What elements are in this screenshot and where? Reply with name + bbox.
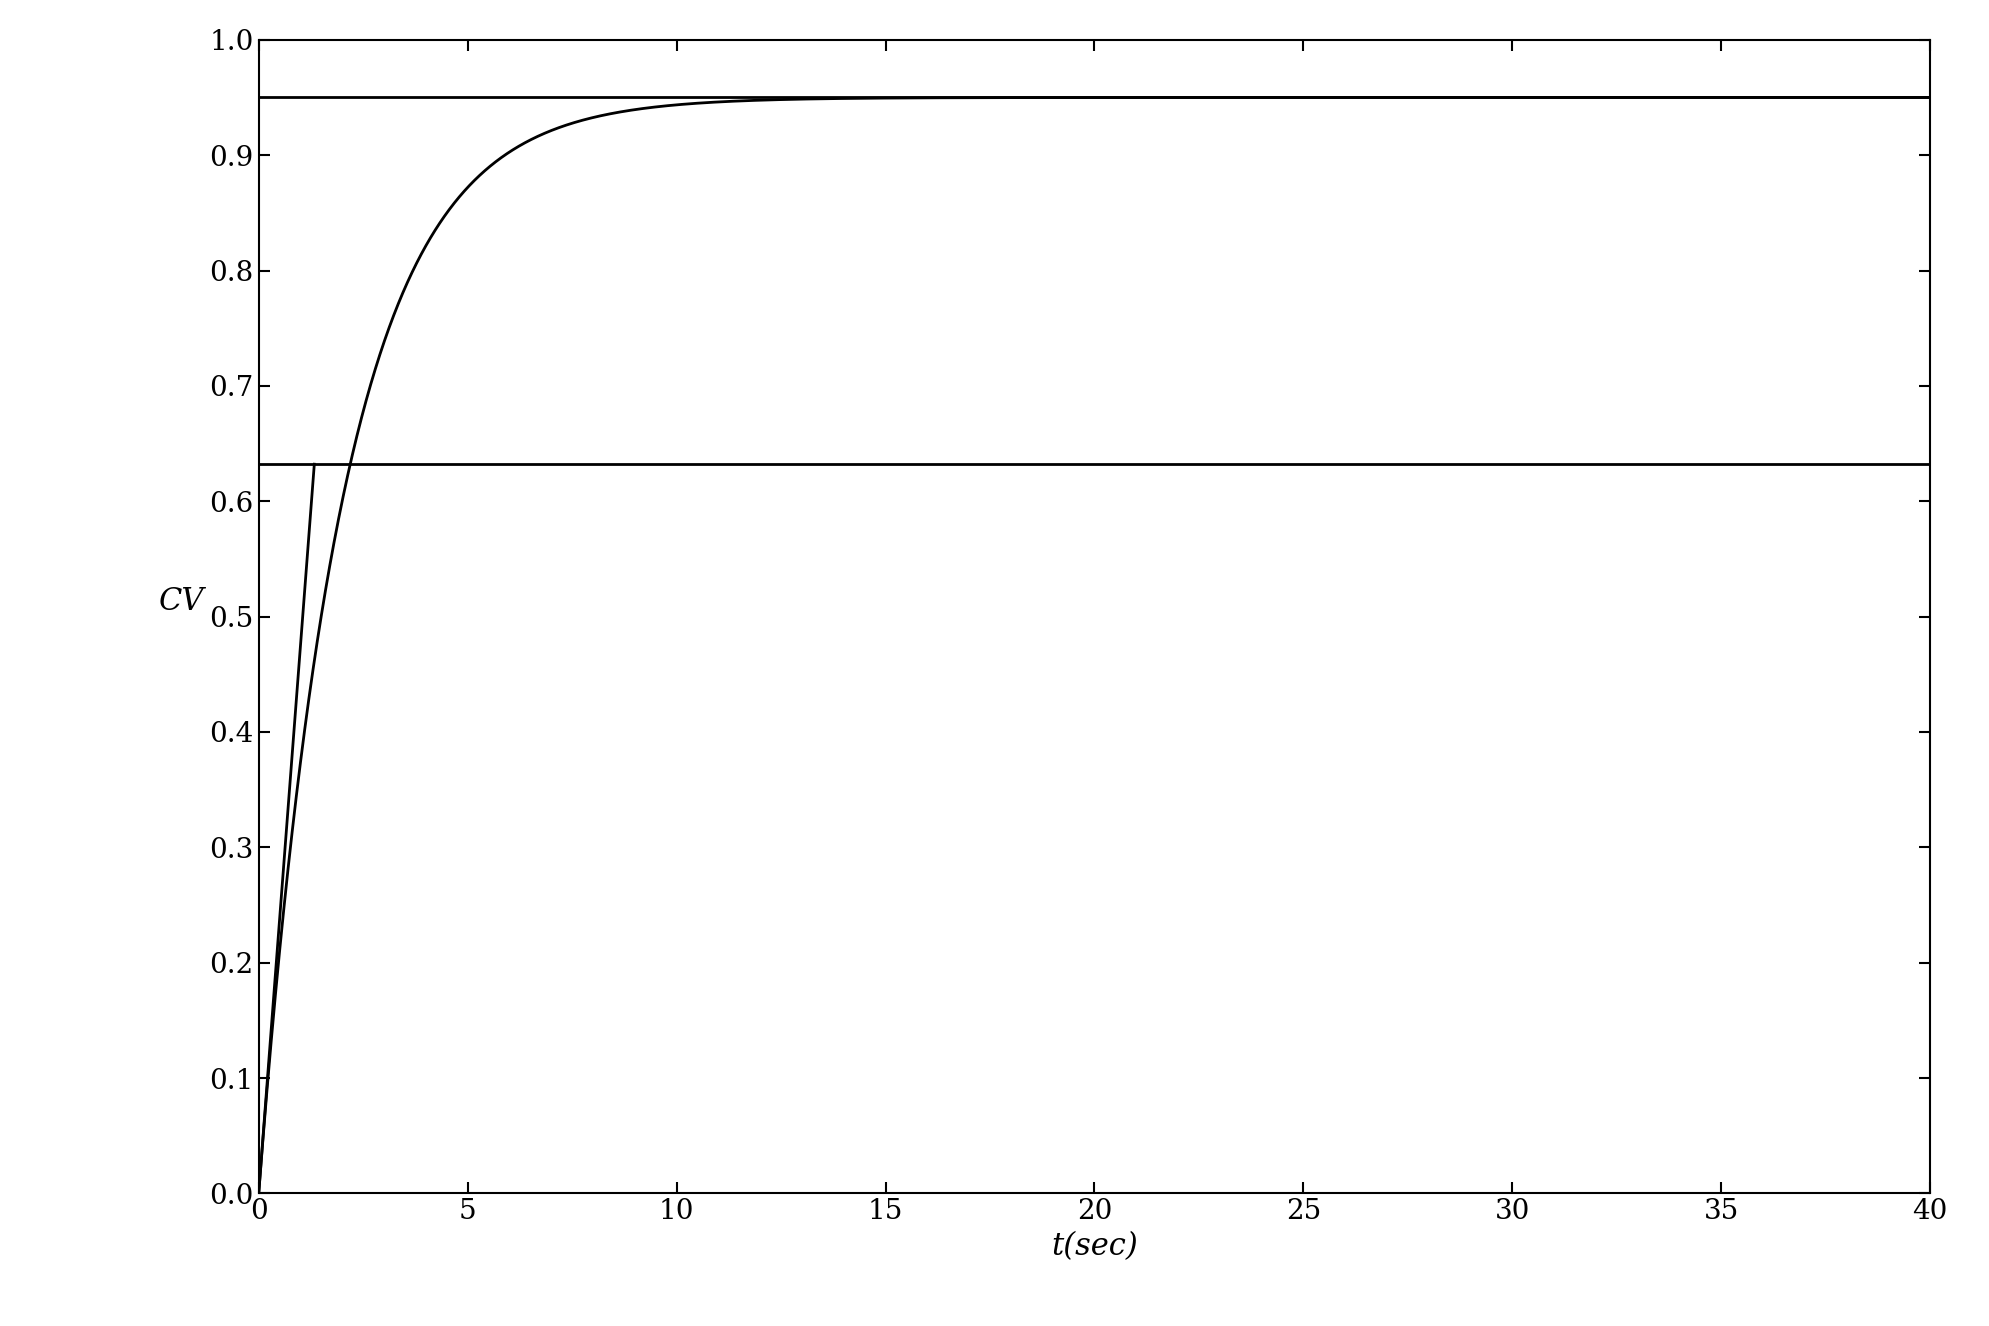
Y-axis label: CV: CV [159, 586, 205, 617]
X-axis label: t(sec): t(sec) [1050, 1231, 1138, 1262]
